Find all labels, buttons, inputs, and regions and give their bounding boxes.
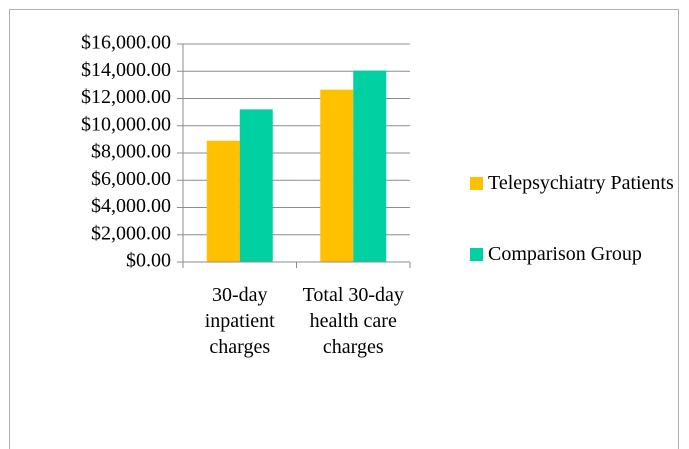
y-tick-label: $4,000.00 xyxy=(91,195,171,217)
y-tick-label: $8,000.00 xyxy=(91,141,171,163)
bar xyxy=(353,70,387,262)
bar xyxy=(320,89,354,262)
legend-item: Telepsychiatry Patients xyxy=(470,170,678,196)
y-tick-label: $0.00 xyxy=(126,250,171,272)
y-tick-label: $2,000.00 xyxy=(91,222,171,244)
bar xyxy=(239,109,273,263)
y-tick-label: $6,000.00 xyxy=(91,168,171,190)
x-tick-label: Total 30-day health care charges xyxy=(302,284,404,358)
legend-item: Comparison Group xyxy=(470,241,678,267)
legend-label: Comparison Group xyxy=(488,243,642,265)
bar xyxy=(206,140,240,262)
y-tick-label: $16,000.00 xyxy=(81,32,171,54)
legend-swatch xyxy=(470,177,483,190)
x-tick-label: 30-day inpatient charges xyxy=(204,284,275,358)
y-tick-label: $12,000.00 xyxy=(81,86,171,108)
y-tick-label: $10,000.00 xyxy=(81,113,171,135)
y-tick-label: $14,000.00 xyxy=(81,59,171,81)
legend-swatch xyxy=(470,248,483,261)
chart-frame xyxy=(9,9,679,449)
legend-label: Telepsychiatry Patients xyxy=(488,172,674,194)
